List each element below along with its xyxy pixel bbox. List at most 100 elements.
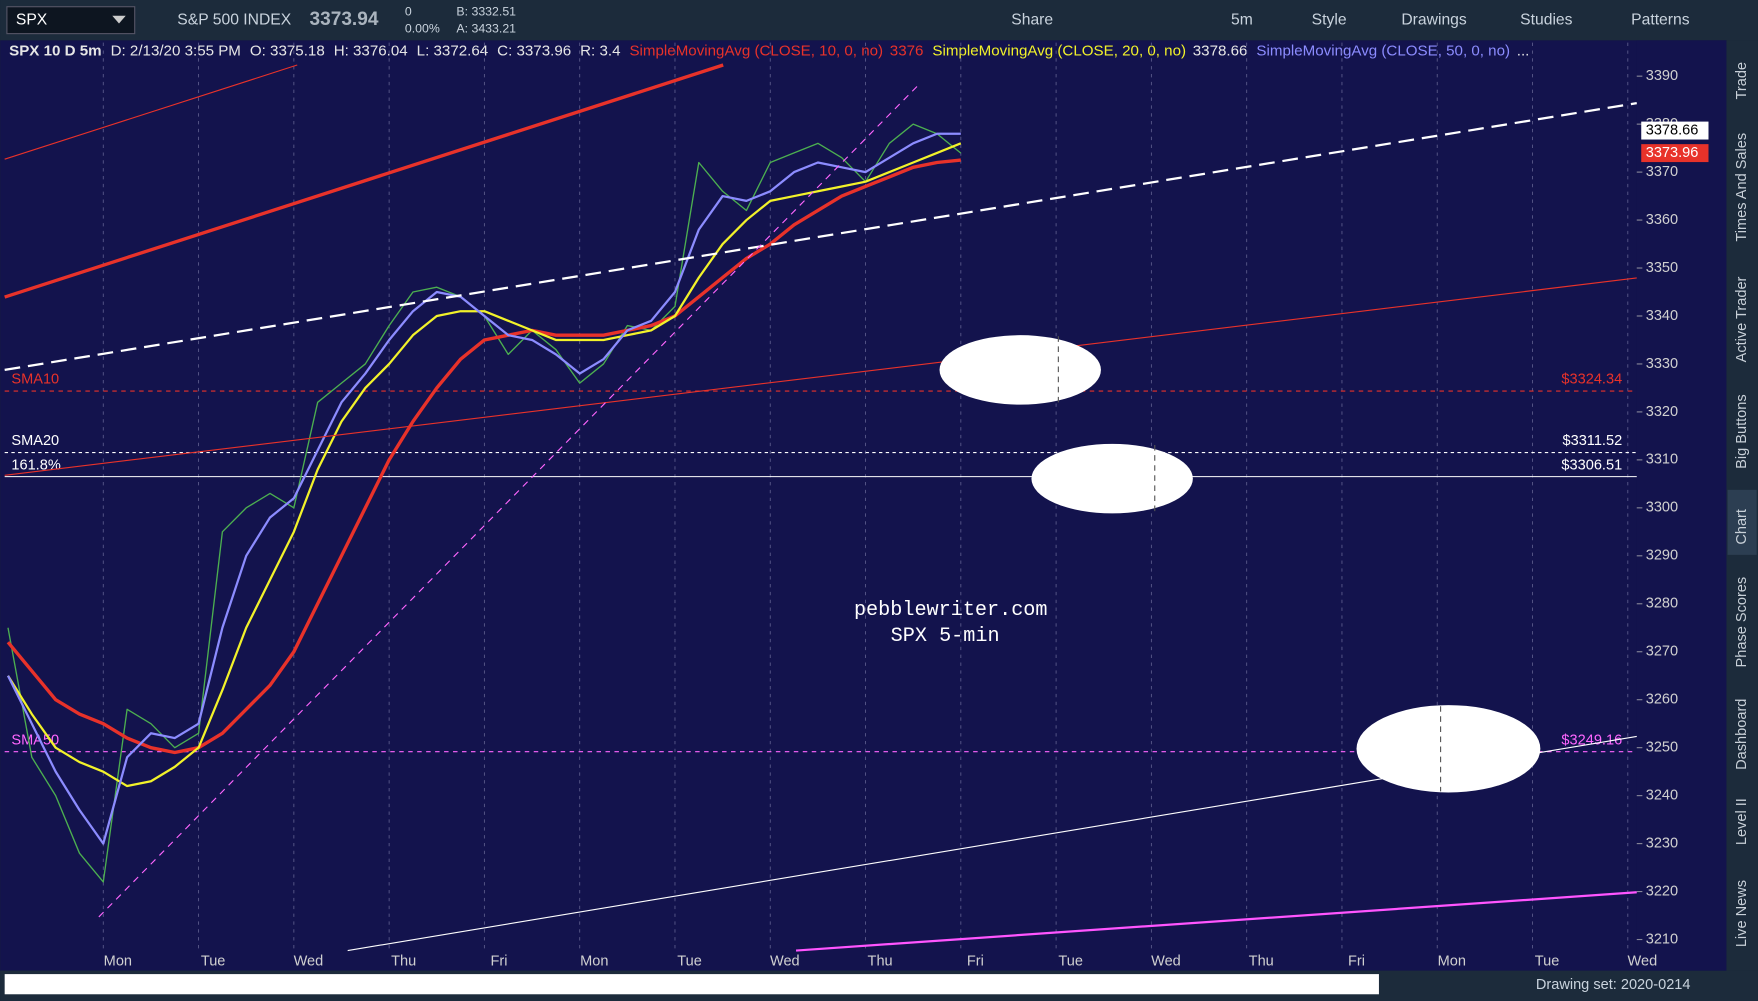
level-value: $3249.16 — [1561, 732, 1622, 748]
level-name: SMA50 — [11, 732, 59, 748]
toolbar — [0, 0, 1758, 41]
level-value: $3324.34 — [1561, 372, 1622, 388]
side-tab[interactable]: Dashboard — [1734, 699, 1750, 770]
price-badge-label: 3373.96 — [1646, 145, 1699, 161]
header-close: C: 3373.96 — [497, 43, 571, 60]
price-axis — [1636, 40, 1727, 971]
timeframe-button[interactable]: 5m — [1231, 11, 1253, 28]
y-tick-label: 3360 — [1646, 212, 1678, 228]
description: S&P 500 INDEX — [177, 11, 291, 28]
bid: B: 3332.51 — [456, 5, 516, 19]
y-tick-label: 3310 — [1646, 452, 1678, 468]
side-tab[interactable]: Live News — [1734, 880, 1750, 947]
y-tick-label: 3230 — [1646, 835, 1678, 851]
x-tick-label: Tue — [677, 954, 702, 970]
x-tick-label: Wed — [294, 954, 324, 970]
style-button[interactable]: Style — [1312, 11, 1347, 28]
dropdown-arrow[interactable] — [112, 15, 126, 24]
drawing-set: Drawing set: 2020-0214 — [1536, 977, 1691, 993]
patterns-button[interactable]: Patterns — [1631, 11, 1690, 28]
trend-line[interactable] — [795, 891, 1637, 952]
side-tab[interactable]: Active Trader — [1734, 276, 1750, 362]
legend-entry[interactable]: SimpleMovingAvg (CLOSE, 10, 0, no) — [629, 43, 883, 60]
legend-entry[interactable]: SimpleMovingAvg (CLOSE, 20, 0, no) — [932, 43, 1186, 60]
y-tick-label: 3330 — [1646, 356, 1678, 372]
x-tick-label: Thu — [1249, 954, 1274, 970]
header-range: R: 3.4 — [580, 43, 620, 60]
y-tick-label: 3340 — [1646, 308, 1678, 324]
legend-more[interactable]: ... — [1517, 43, 1530, 60]
header-open: O: 3375.18 — [250, 43, 325, 60]
level-name: SMA20 — [11, 433, 59, 449]
level-value: $3311.52 — [1563, 433, 1623, 449]
highlight-ellipse[interactable] — [1356, 705, 1541, 793]
x-tick-label: Mon — [104, 954, 132, 970]
y-tick-label: 3280 — [1646, 596, 1678, 612]
side-tab[interactable]: Trade — [1734, 62, 1750, 100]
header-high: H: 3376.04 — [334, 43, 408, 60]
side-tab[interactable]: Big Buttons — [1734, 394, 1750, 468]
price-badge-label: 3378.66 — [1646, 122, 1699, 138]
symbol: SPX — [16, 11, 48, 28]
legend-value: 3376 — [890, 43, 924, 60]
side-tabs: Trade Times And Sales Active Trader Big But… — [1734, 62, 1750, 947]
y-tick-label: 3320 — [1646, 404, 1678, 420]
x-tick-label: Tue — [1058, 954, 1083, 970]
watermark: SPX 5-min — [891, 625, 1000, 648]
x-tick-label: Fri — [1348, 954, 1365, 970]
x-tick-label: Wed — [770, 954, 800, 970]
x-tick-label: Thu — [868, 954, 893, 970]
x-tick-label: Wed — [1628, 954, 1658, 970]
y-tick-label: 3350 — [1646, 260, 1678, 276]
y-tick-label: 3290 — [1646, 548, 1678, 564]
side-tab[interactable]: Level II — [1734, 798, 1750, 845]
header-low: L: 3372.64 — [417, 43, 489, 60]
y-tick-label: 3220 — [1646, 883, 1678, 899]
x-tick-label: Thu — [391, 954, 416, 970]
side-tab[interactable]: Times And Sales — [1734, 133, 1750, 242]
x-tick-label: Mon — [580, 954, 608, 970]
y-tick-label: 3210 — [1646, 931, 1678, 947]
trend-line[interactable] — [4, 102, 1637, 372]
side-tab[interactable]: Chart — [1734, 509, 1750, 545]
share-button[interactable]: Share — [1011, 11, 1053, 28]
series-line — [7, 142, 962, 788]
change-pct: 0.00% — [405, 21, 440, 35]
y-tick-label: 3260 — [1646, 692, 1678, 708]
symbol-input[interactable] — [6, 6, 136, 35]
x-tick-label: Tue — [201, 954, 226, 970]
trend-line[interactable] — [4, 64, 298, 160]
series-line — [6, 132, 961, 845]
side-tab[interactable]: Phase Scores — [1734, 577, 1750, 668]
chart-area — [0, 40, 1727, 971]
header-symbol: SPX 10 D 5m — [9, 43, 101, 60]
legend-value: 3378.66 — [1193, 43, 1248, 60]
x-tick-label: Wed — [1151, 954, 1181, 970]
drawings — [4, 63, 1637, 952]
y-tick-label: 3270 — [1646, 644, 1678, 660]
drawings-button[interactable]: Drawings — [1401, 11, 1467, 28]
trend-line[interactable] — [98, 83, 920, 918]
chart-header: SPX 10 D 5m D: 2/13/20 3:55 PM O: 3375.18 H… — [9, 43, 1529, 60]
watermark: pebblewriter.com — [854, 599, 1048, 622]
y-tick-label: 3250 — [1646, 740, 1678, 756]
price-badge — [1641, 121, 1709, 140]
trend-line[interactable] — [4, 277, 1637, 476]
highlight-ellipse[interactable] — [939, 335, 1101, 405]
legend-entry[interactable]: SimpleMovingAvg (CLOSE, 50, 0, no) — [1256, 43, 1510, 60]
price-badge — [1641, 144, 1709, 163]
y-tick-label: 3390 — [1646, 68, 1678, 84]
header-date: D: 2/13/20 3:55 PM — [111, 43, 241, 60]
active-tab — [1727, 489, 1757, 555]
highlight-ellipse[interactable] — [1031, 443, 1193, 514]
y-tick-label: 3370 — [1646, 164, 1678, 180]
level-value: $3306.51 — [1561, 457, 1622, 473]
scrollbar[interactable] — [4, 974, 1379, 995]
studies-button[interactable]: Studies — [1520, 11, 1572, 28]
plot: 3210 3220 3230 3240 3250 3260 3270 3280 3290 3300… — [4, 42, 1709, 970]
series-line — [6, 158, 961, 755]
change: 0 — [405, 5, 412, 19]
trend-line[interactable] — [4, 63, 724, 299]
